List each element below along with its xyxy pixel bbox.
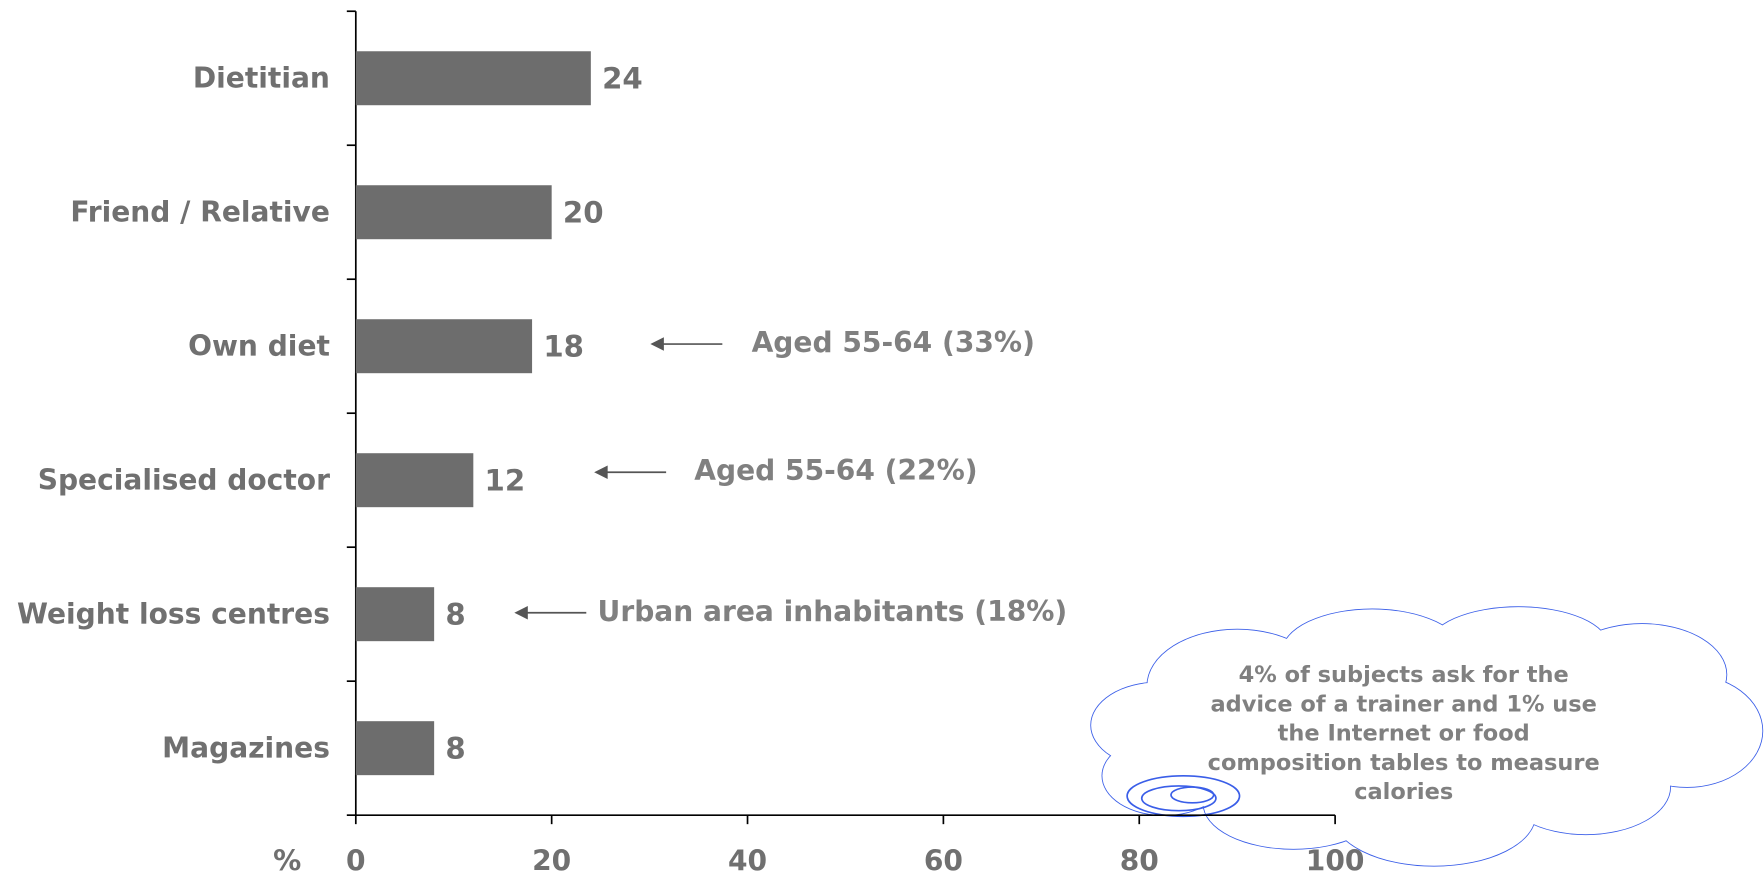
x-tick-label: 100 [1306,844,1365,877]
x-tick-label: 80 [1120,844,1159,877]
bar [355,319,533,374]
cloud [1090,606,1764,867]
x-tick-label: 20 [532,844,571,877]
annotation: Aged 55-64 (33%) [752,326,1035,359]
y-tick-label: Dietitian [193,61,330,94]
y-tick-label: Specialised doctor [38,463,330,496]
x-tick-label: 60 [924,844,963,877]
bar [355,453,474,508]
data-label: 24 [602,61,643,95]
data-label: 8 [445,731,465,765]
x-tick-label: 40 [728,844,767,877]
bar [355,721,435,776]
data-label: 18 [543,329,584,363]
callout-text: the Internet or food [1278,721,1530,747]
x-tick-label: 0 [346,844,366,877]
bar [355,185,552,240]
x-axis-label: % [273,844,301,877]
data-label: 8 [445,597,465,631]
y-tick-label: Own diet [188,329,330,362]
y-tick-label: Friend / Relative [70,195,330,228]
data-label: 12 [485,463,526,497]
callout-text: advice of a trainer and 1% use [1210,691,1596,717]
arrow-head [514,606,528,620]
callout-text: 4% of subjects ask for the [1239,662,1569,688]
callout-text: calories [1354,779,1453,805]
y-tick-label: Weight loss centres [17,597,330,630]
annotation: Urban area inhabitants (18%) [598,595,1068,628]
y-tick-label: Magazines [162,731,330,764]
annotation: Aged 55-64 (22%) [694,454,977,487]
bar [355,587,435,642]
arrow-head [650,337,664,351]
arrow-head [594,465,608,479]
data-label: 20 [563,195,604,229]
bar [355,51,591,106]
callout-text: composition tables to measure [1208,750,1600,776]
